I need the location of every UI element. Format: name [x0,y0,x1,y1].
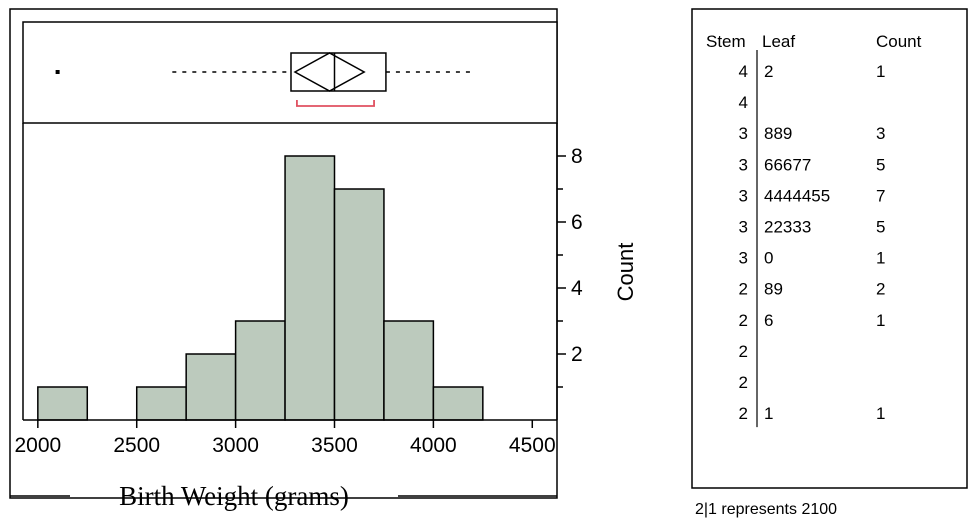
leaf-value: 2 [764,62,773,81]
histogram-bars [37,155,484,421]
y-tick-label: 6 [571,211,583,234]
x-axis: 2000 2500 3000 3500 4000 4500 [14,420,556,457]
x-tick-label: 2500 [113,434,160,457]
header-stem: Stem [706,32,746,51]
count-value: 5 [876,218,885,237]
stem-value: 3 [739,155,748,174]
stem-value: 2 [739,280,748,299]
histogram-bar [432,386,484,421]
mean-diamond [293,52,366,92]
leaf-value: 0 [764,249,773,268]
histogram-bar [383,320,435,421]
header-count: Count [876,32,922,51]
stem-leaf-panel [691,8,968,489]
histogram-bar [37,386,89,421]
stem-value: 4 [739,62,748,81]
outlier-point [55,70,60,74]
count-value: 7 [876,186,885,205]
stem-leaf-legend: 2|1 represents 2100 [695,501,837,518]
stem-value: 2 [739,342,748,361]
stem-value: 2 [739,373,748,392]
histogram-bar [185,353,237,421]
leaf-value: 22333 [764,218,811,237]
x-tick-label: 4000 [410,434,457,457]
count-value: 1 [876,404,885,423]
y-axis-label: Count [613,243,638,302]
stem-value: 3 [739,218,748,237]
shortest-half-bracket [296,100,375,107]
leaf-value: 89 [764,280,783,299]
x-tick-label: 3000 [212,434,259,457]
header-leaf: Leaf [762,32,795,51]
x-tick-label: 4500 [509,434,556,457]
leaf-value: 889 [764,124,792,143]
stem-value: 3 [739,186,748,205]
stem-value: 2 [739,311,748,330]
y-tick-label: 2 [571,343,583,366]
stem-value: 3 [739,124,748,143]
count-value: 5 [876,155,885,174]
count-value: 2 [876,280,885,299]
leaf-value: 4444455 [764,186,830,205]
count-value: 1 [876,62,885,81]
y-tick-label: 8 [571,145,583,168]
boxplot-panel [22,21,558,124]
count-value: 3 [876,124,885,143]
stem-value: 4 [739,93,748,112]
x-tick-label: 3500 [311,434,358,457]
y-tick-label: 4 [571,277,583,300]
leaf-value: 66677 [764,155,811,174]
x-tick-label: 2000 [14,434,61,457]
histogram-bar [333,188,385,421]
histogram-bar [234,320,286,421]
x-axis-label: Birth Weight (grams) [119,481,349,511]
histogram-bar [284,155,336,421]
boxplot [55,52,473,107]
y-axis: 2 4 6 8 [557,145,583,388]
leaf-value: 6 [764,311,773,330]
count-value: 1 [876,311,885,330]
stem-value: 3 [739,249,748,268]
count-value: 1 [876,249,885,268]
leaf-value: 1 [764,404,773,423]
quartile-box [290,52,387,92]
histogram-bar [135,386,187,421]
stem-value: 2 [739,404,748,423]
